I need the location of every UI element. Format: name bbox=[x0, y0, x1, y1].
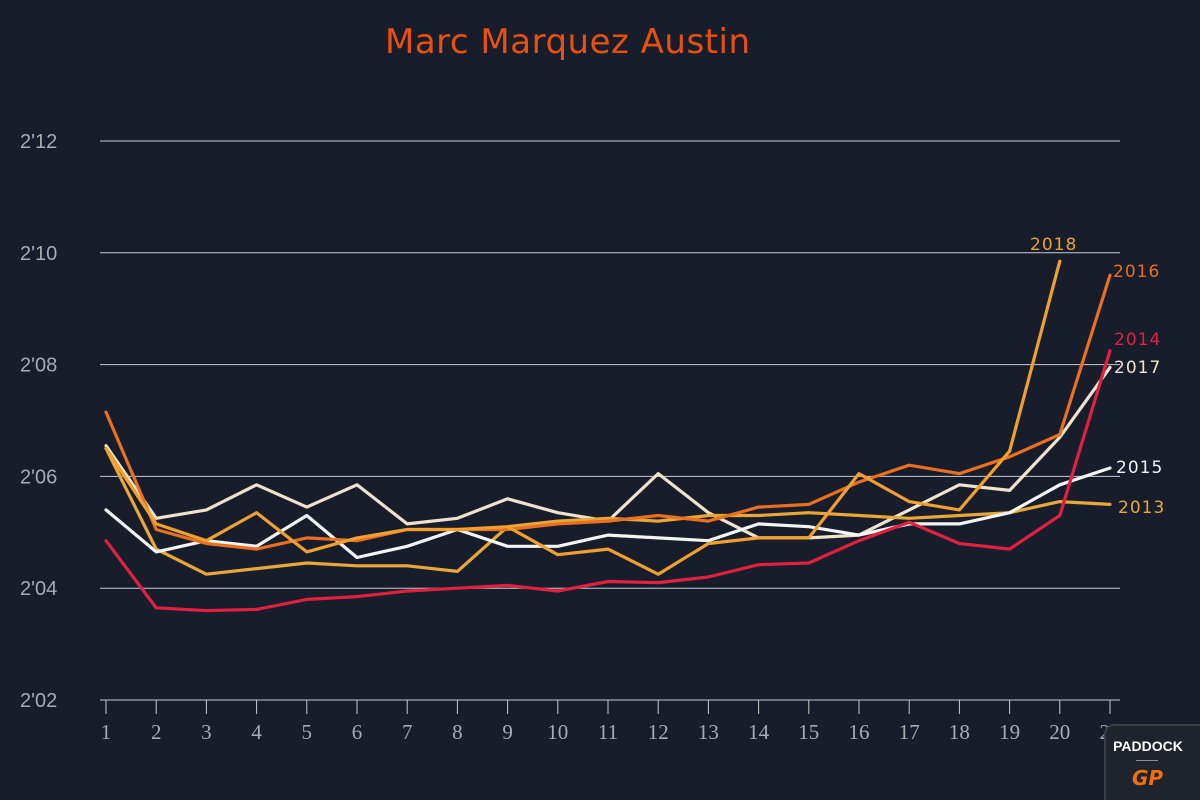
x-tick-label: 20 bbox=[1049, 720, 1070, 744]
series-line-2016 bbox=[104, 273, 1112, 551]
x-tick-label: 5 bbox=[302, 720, 313, 744]
x-tick-label: 19 bbox=[999, 720, 1020, 744]
x-tick-label: 17 bbox=[899, 720, 920, 744]
y-tick-label: 2'04 bbox=[20, 578, 57, 600]
paddock-gp-logo: PADDOCK GP bbox=[1104, 724, 1200, 800]
y-tick-label: 2'08 bbox=[20, 355, 57, 377]
x-tick-label: 2 bbox=[151, 720, 162, 744]
grid-layer bbox=[100, 140, 1120, 589]
series-line-2014 bbox=[104, 349, 1112, 613]
chart-title: Marc Marquez Austin bbox=[385, 22, 751, 62]
series-layer bbox=[104, 259, 1112, 613]
series-labels-layer: 2017 2013 2015 2016 2018 2014 bbox=[1030, 235, 1165, 518]
series-label-2015: 2015 bbox=[1116, 458, 1163, 478]
x-tick-label: 6 bbox=[352, 720, 363, 744]
logo-gp-mark: GP bbox=[1132, 766, 1164, 790]
series-label-2013: 2013 bbox=[1118, 498, 1165, 518]
logo-divider bbox=[1136, 760, 1158, 761]
series-label-2014: 2014 bbox=[1114, 330, 1161, 350]
x-tick-label: 9 bbox=[502, 720, 513, 744]
x-tick-label: 12 bbox=[648, 720, 669, 744]
axis-layer: 2'022'042'062'082'102'121 2 3 4 5 6 7 8 9 10 11 12 1… bbox=[20, 131, 1121, 744]
x-tick-label: 10 bbox=[547, 720, 568, 744]
y-tick-label: 2'06 bbox=[20, 466, 57, 488]
x-tick-label: 1 bbox=[101, 720, 112, 744]
x-tick-label: 4 bbox=[251, 720, 262, 744]
x-tick-label: 13 bbox=[698, 720, 719, 744]
logo-wordmark: PADDOCK bbox=[1113, 738, 1183, 754]
series-line-2015 bbox=[104, 466, 1112, 560]
x-tick-label: 18 bbox=[949, 720, 970, 744]
y-tick-label: 2'12 bbox=[20, 131, 57, 153]
x-tick-label: 14 bbox=[748, 720, 770, 744]
x-tick-label: 8 bbox=[452, 720, 463, 744]
series-label-2016: 2016 bbox=[1113, 262, 1160, 282]
y-tick-label: 2'02 bbox=[20, 690, 57, 712]
y-tick-label: 2'10 bbox=[20, 243, 57, 265]
x-tick-label: 7 bbox=[402, 720, 413, 744]
series-label-2018: 2018 bbox=[1030, 235, 1077, 255]
series-line-2013 bbox=[104, 446, 1112, 576]
x-tick-label: 16 bbox=[849, 720, 870, 744]
x-tick-label: 11 bbox=[598, 720, 618, 744]
series-label-2017: 2017 bbox=[1114, 358, 1161, 378]
x-tick-label: 15 bbox=[798, 720, 819, 744]
x-tick-label: 3 bbox=[201, 720, 212, 744]
series-line-2018 bbox=[104, 259, 1062, 576]
